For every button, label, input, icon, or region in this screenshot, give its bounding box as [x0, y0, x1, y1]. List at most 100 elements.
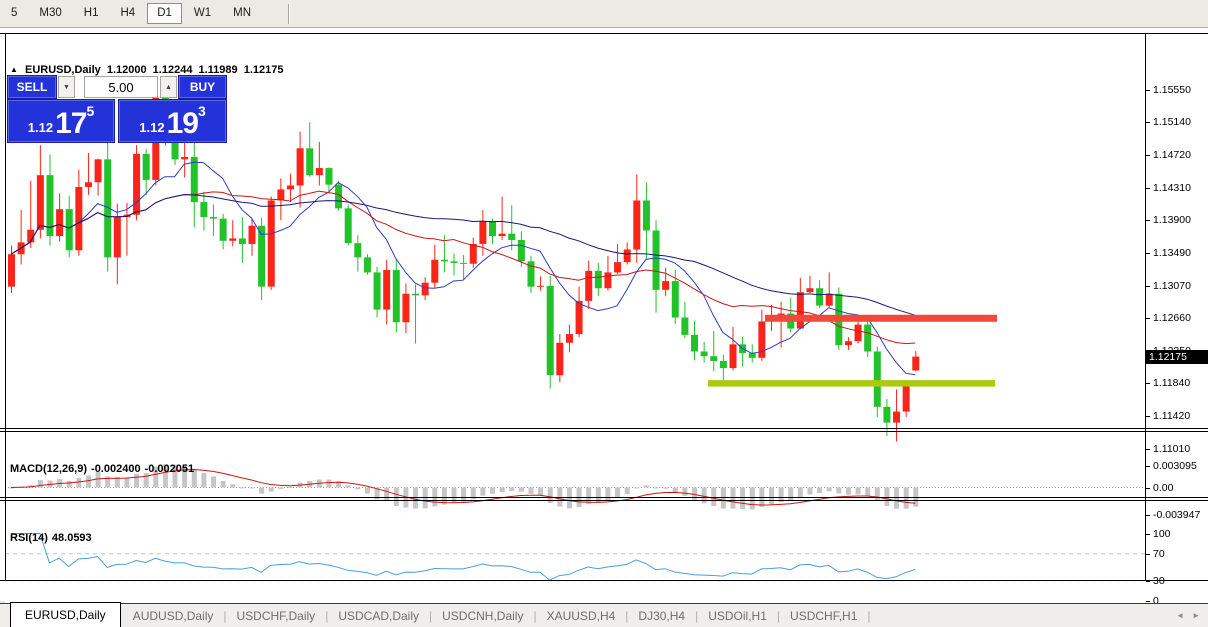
macd-bar: [143, 472, 149, 488]
macd-bar: [615, 487, 621, 498]
macd-bar: [162, 464, 168, 488]
candle-body: [142, 153, 150, 180]
tab-separator: |: [776, 609, 781, 623]
macd-bar: [634, 487, 640, 489]
candle-body: [306, 148, 314, 176]
macd-bar: [364, 487, 370, 494]
candle-body: [354, 243, 362, 258]
axis-label: 0: [1153, 595, 1159, 607]
rsi-pane[interactable]: RSI(14) 48.0593: [5, 529, 1145, 608]
chart-tab-usdcad-daily[interactable]: USDCAD,Daily: [338, 609, 419, 623]
tab-separator: |: [325, 609, 329, 623]
candle-body: [94, 159, 102, 183]
sell-price-button[interactable]: 1.12 17 5: [7, 99, 115, 143]
buy-price-prefix: 1.12: [139, 120, 165, 135]
support-line[interactable]: [708, 380, 995, 387]
axis-tick: [1146, 187, 1150, 189]
axis-label: -0.003947: [1153, 508, 1201, 521]
one-click-trading-panel: SELL ▼ 5.00 ▲ BUY 1.12 17 5 1.12 19 3: [7, 75, 227, 143]
candle-body: [277, 189, 285, 201]
axis-label: 1.12660: [1153, 312, 1191, 325]
macd-bar: [740, 487, 746, 509]
collapse-arrow-icon[interactable]: ▲: [10, 65, 18, 74]
macd-bar: [903, 487, 909, 509]
macd-bar: [336, 481, 342, 488]
axis-tick: [1146, 465, 1150, 467]
macd-bar: [211, 476, 217, 488]
candle-body: [575, 300, 583, 335]
volume-input[interactable]: 5.00: [84, 76, 158, 98]
resistance-line[interactable]: [765, 314, 997, 322]
axis-tick: [1146, 487, 1150, 489]
timeframe-button-h4[interactable]: H4: [120, 7, 136, 19]
macd-pane[interactable]: MACD(12,26,9) -0.002400 -0.002051: [5, 460, 1145, 525]
candle-body: [27, 229, 35, 243]
tab-separator: |: [625, 609, 629, 623]
axis-label: 0.003095: [1153, 459, 1197, 472]
macd-bar: [191, 468, 197, 488]
timeframe-button-h1[interactable]: H1: [83, 7, 99, 19]
candle-body: [604, 272, 612, 289]
macd-signal-line: [10, 468, 916, 506]
timeframe-button-5[interactable]: 5: [11, 7, 18, 19]
sell-price-big: 17: [55, 107, 87, 140]
chart-tab-dj30-h4[interactable]: DJ30,H4: [638, 609, 686, 623]
macd-bar: [884, 487, 890, 506]
chart-tab-usdchf-h1[interactable]: USDCHF,H1: [790, 609, 858, 623]
tabs-scroll-right-icon[interactable]: ►: [1192, 611, 1200, 620]
rsi-splitter[interactable]: [0, 497, 1208, 498]
tabs-scroll-left-icon[interactable]: ◄: [1176, 611, 1184, 620]
timeframe-button-m30[interactable]: M30: [39, 7, 62, 19]
moving-average-line: [10, 194, 916, 316]
macd-bar: [663, 487, 669, 489]
macd-bar: [37, 480, 43, 488]
macd-bar: [682, 487, 688, 496]
candle-body: [893, 411, 901, 423]
candle-body: [729, 344, 737, 369]
timeframe-button-d1[interactable]: D1: [147, 3, 182, 24]
candle-body: [363, 257, 371, 273]
macd-bar: [9, 487, 14, 489]
candlestick-chart[interactable]: [5, 61, 1145, 456]
macd-bar: [797, 487, 803, 498]
chart-tab-usdchf-daily[interactable]: USDCHF,Daily: [236, 609, 316, 623]
candle-body: [258, 225, 266, 287]
volume-increase-button[interactable]: ▲: [160, 76, 177, 98]
ohlc-low: 1.11989: [198, 64, 238, 76]
chart-tab-xauusd-h4[interactable]: XAUUSD,H4: [546, 609, 616, 623]
candle-body: [8, 254, 15, 287]
candle-body: [421, 282, 429, 296]
chart-tab-usdoil-h1[interactable]: USDOil,H1: [708, 609, 767, 623]
macd-bar: [855, 487, 861, 495]
macd-bar: [701, 487, 707, 504]
axis-label: 1.11420: [1153, 410, 1191, 423]
volume-decrease-button[interactable]: ▼: [58, 76, 75, 98]
macd-bar: [778, 487, 784, 503]
candle-body: [854, 324, 862, 342]
timeframe-button-mn[interactable]: MN: [233, 7, 252, 19]
macd-bar: [845, 487, 851, 495]
timeframe-button-w1[interactable]: W1: [193, 7, 212, 19]
chart-tab-eurusd-daily[interactable]: EURUSD,Daily: [10, 602, 121, 627]
macd-bar: [287, 486, 293, 488]
axis-tick: [1146, 553, 1150, 555]
candle-body: [565, 334, 573, 343]
macd-bar: [807, 487, 813, 495]
macd-bar: [672, 487, 678, 493]
candle-body: [450, 261, 458, 263]
candle-body: [758, 321, 766, 358]
candle-body: [412, 293, 420, 296]
candle-body: [335, 184, 343, 209]
candle-body: [181, 156, 189, 160]
buy-price-button[interactable]: 1.12 19 3: [118, 99, 227, 143]
candle-body: [133, 153, 141, 215]
chart-tab-audusd-daily[interactable]: AUDUSD,Daily: [132, 609, 214, 623]
macd-bar: [557, 487, 563, 507]
macd-splitter[interactable]: [0, 428, 1208, 429]
sell-button[interactable]: SELL: [7, 75, 57, 99]
buy-button[interactable]: BUY: [178, 75, 227, 99]
macd-label: MACD(12,26,9) -0.002400 -0.002051: [10, 463, 195, 475]
chart-tab-usdcnh-daily[interactable]: USDCNH,Daily: [442, 609, 524, 623]
candle-body: [315, 168, 323, 176]
